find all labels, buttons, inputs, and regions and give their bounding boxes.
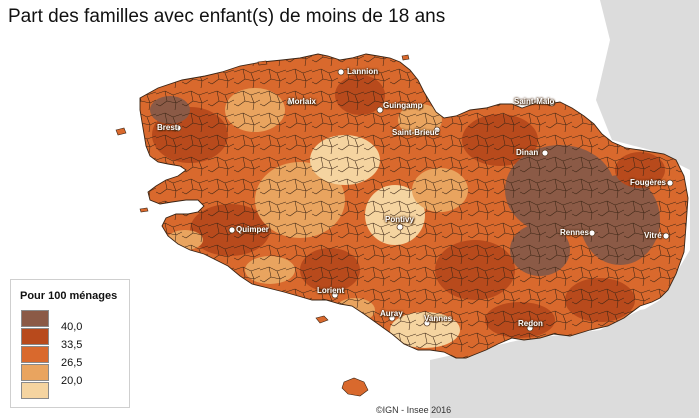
- ile-de-batz: [257, 60, 268, 66]
- legend-swatch-5: [21, 382, 49, 399]
- city-marker: [174, 124, 182, 132]
- ile-de-brehat: [401, 54, 410, 61]
- legend: Pour 100 ménages 40,0 33,5 26,5 20,0: [10, 279, 130, 408]
- city-label: Fougères: [630, 178, 667, 187]
- city-marker: [376, 106, 384, 114]
- ile-de-groix: [315, 315, 329, 324]
- city-label: Brest: [157, 123, 178, 132]
- legend-threshold-2: 33,5: [61, 339, 83, 351]
- legend-threshold-1: 40,0: [61, 321, 83, 333]
- city-marker: [548, 99, 556, 107]
- city-label: Pontivy: [385, 215, 414, 224]
- belle-ile: [341, 377, 369, 397]
- legend-swatch-4: [21, 364, 49, 381]
- ile-de-sein: [139, 207, 149, 213]
- city-label: Guingamp: [383, 101, 423, 110]
- legend-swatch-3: [21, 346, 49, 363]
- city-marker: [526, 324, 534, 332]
- city-label: Auray: [380, 309, 403, 318]
- city-marker: [286, 98, 294, 106]
- city-label: Saint-Brieuc: [392, 128, 440, 137]
- ouessant: [115, 127, 127, 136]
- city-marker: [662, 232, 670, 240]
- city-marker: [588, 229, 596, 237]
- legend-title: Pour 100 ménages: [20, 290, 118, 302]
- legend-swatch-1: [21, 310, 49, 327]
- city-marker: [388, 314, 396, 322]
- city-marker: [541, 149, 549, 157]
- legend-swatch-2: [21, 328, 49, 345]
- city-label: Vitré: [644, 231, 662, 240]
- city-label: Rennes: [560, 228, 589, 237]
- legend-threshold-3: 26,5: [61, 357, 83, 369]
- city-label: Morlaix: [288, 97, 317, 106]
- city-marker: [337, 68, 345, 76]
- city-label: Saint-Malo: [514, 97, 555, 106]
- loire-land: [430, 300, 699, 418]
- city-marker: [666, 179, 674, 187]
- city-label: Dinan: [516, 148, 539, 157]
- city-label: Quimper: [236, 225, 269, 234]
- city-label: Vannes: [424, 314, 453, 323]
- source-credit: ©IGN - Insee 2016: [376, 405, 452, 415]
- islands: [115, 54, 410, 397]
- city-label: Redon: [518, 319, 543, 328]
- city-marker: [396, 223, 404, 231]
- map-title: Part des familles avec enfant(s) de moin…: [8, 6, 446, 27]
- legend-threshold-4: 20,0: [61, 375, 83, 387]
- city-marker: [423, 319, 431, 327]
- city-label: Lorient: [317, 286, 345, 295]
- city-marker: [228, 226, 236, 234]
- city-marker: [433, 126, 441, 134]
- city-label: Lannion: [347, 67, 379, 76]
- city-marker: [331, 291, 339, 299]
